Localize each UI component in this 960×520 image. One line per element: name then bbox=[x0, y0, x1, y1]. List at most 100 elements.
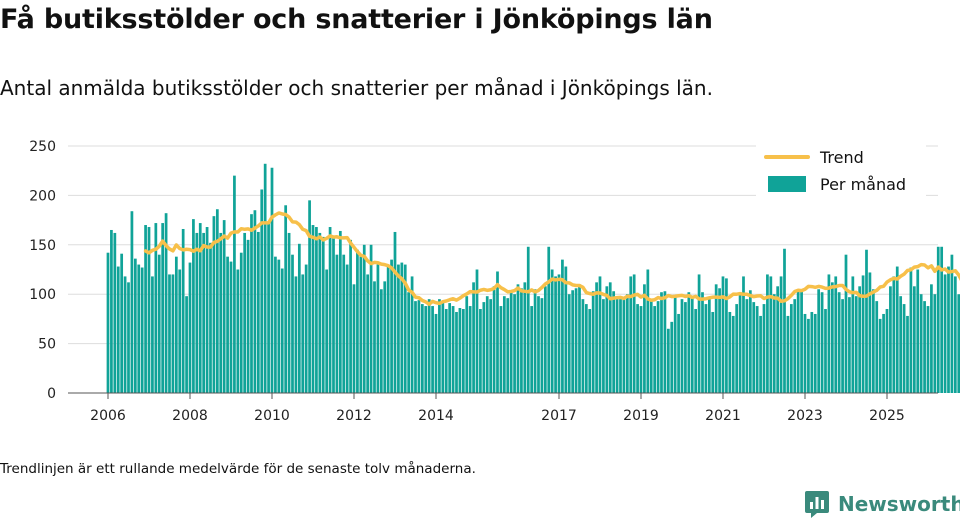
bar bbox=[376, 264, 380, 393]
bar bbox=[373, 281, 376, 393]
x-tick-label: 2012 bbox=[336, 408, 372, 420]
bar bbox=[943, 274, 947, 393]
bar bbox=[502, 296, 506, 393]
bar bbox=[205, 227, 209, 393]
bar bbox=[919, 294, 923, 393]
bar bbox=[697, 274, 701, 393]
brand-logo: Newsworthy bbox=[804, 489, 960, 519]
bar bbox=[619, 299, 622, 393]
newsworthy-logo-icon bbox=[805, 491, 829, 518]
bar bbox=[301, 274, 305, 393]
bar bbox=[656, 301, 660, 393]
bar bbox=[796, 289, 800, 393]
bar bbox=[578, 284, 581, 393]
bar bbox=[766, 274, 769, 393]
legend-label: Trend bbox=[819, 148, 864, 167]
bar bbox=[844, 254, 848, 393]
bar bbox=[444, 309, 448, 393]
bar bbox=[356, 249, 359, 393]
bar bbox=[468, 306, 472, 393]
bar bbox=[438, 299, 441, 393]
bar bbox=[267, 223, 270, 393]
bar bbox=[762, 304, 766, 393]
bar bbox=[561, 259, 564, 393]
bar bbox=[940, 246, 944, 393]
bar bbox=[690, 296, 694, 393]
bar bbox=[605, 286, 609, 393]
bar bbox=[513, 294, 516, 393]
x-tick-label: 2006 bbox=[90, 408, 126, 420]
bar bbox=[728, 311, 732, 393]
bar bbox=[783, 248, 786, 393]
bar bbox=[567, 294, 571, 393]
bar bbox=[687, 292, 691, 393]
chart-title: Få butiksstölder och snatterier i Jönköp… bbox=[0, 4, 713, 35]
trend-line-group bbox=[143, 211, 960, 306]
bar bbox=[137, 264, 141, 393]
bar bbox=[772, 294, 776, 393]
bar bbox=[106, 252, 110, 393]
bar bbox=[530, 306, 534, 393]
bar bbox=[837, 292, 841, 393]
bar bbox=[646, 269, 650, 393]
x-tick-label: 2014 bbox=[418, 408, 454, 420]
bar bbox=[759, 315, 762, 393]
axes: 0 50 100 150 200 250 2006 2008 2010 2012 2014 2017 2… bbox=[29, 139, 938, 420]
bar bbox=[455, 311, 458, 393]
bar bbox=[936, 246, 940, 393]
bar bbox=[151, 276, 154, 393]
x-tick-label: 2023 bbox=[787, 408, 823, 420]
bar bbox=[154, 223, 158, 393]
bar bbox=[725, 278, 728, 393]
bar bbox=[195, 232, 199, 393]
bar bbox=[386, 266, 390, 393]
bar bbox=[769, 276, 773, 393]
bar bbox=[321, 236, 325, 393]
bar bbox=[615, 296, 619, 393]
bar bbox=[748, 290, 752, 393]
bar bbox=[506, 298, 510, 393]
bar bbox=[192, 219, 195, 393]
x-tick-label: 2019 bbox=[623, 408, 659, 420]
bar bbox=[704, 304, 708, 393]
bar bbox=[779, 276, 783, 393]
bar bbox=[820, 292, 824, 393]
bar bbox=[622, 298, 626, 393]
bar bbox=[499, 306, 503, 393]
bar bbox=[950, 254, 954, 393]
bar bbox=[260, 189, 264, 393]
bar bbox=[222, 220, 226, 393]
bar bbox=[916, 269, 920, 393]
bar bbox=[496, 271, 499, 393]
bar bbox=[858, 286, 862, 393]
y-tick-label: 0 bbox=[47, 386, 56, 402]
bar bbox=[878, 318, 882, 393]
bar bbox=[233, 175, 236, 393]
bar bbox=[933, 294, 937, 393]
bar bbox=[212, 216, 216, 393]
bar bbox=[434, 313, 438, 393]
bar bbox=[707, 297, 711, 393]
bar bbox=[632, 274, 636, 393]
bar bbox=[263, 163, 267, 393]
bar bbox=[711, 311, 715, 393]
bar bbox=[537, 296, 540, 393]
bar bbox=[793, 299, 797, 393]
bar bbox=[492, 286, 496, 393]
bar bbox=[256, 231, 260, 393]
bar bbox=[461, 309, 465, 393]
bar bbox=[595, 282, 598, 393]
bar bbox=[742, 276, 745, 393]
bar bbox=[188, 262, 192, 393]
bar bbox=[810, 311, 814, 393]
bar bbox=[660, 292, 663, 393]
bar bbox=[209, 242, 212, 393]
bar bbox=[830, 282, 834, 393]
bar bbox=[308, 200, 311, 393]
x-tick-label: 2010 bbox=[254, 408, 290, 420]
bar bbox=[270, 167, 274, 393]
bar bbox=[731, 315, 735, 393]
bar bbox=[885, 309, 889, 393]
bar bbox=[110, 229, 113, 393]
bar bbox=[198, 223, 202, 393]
